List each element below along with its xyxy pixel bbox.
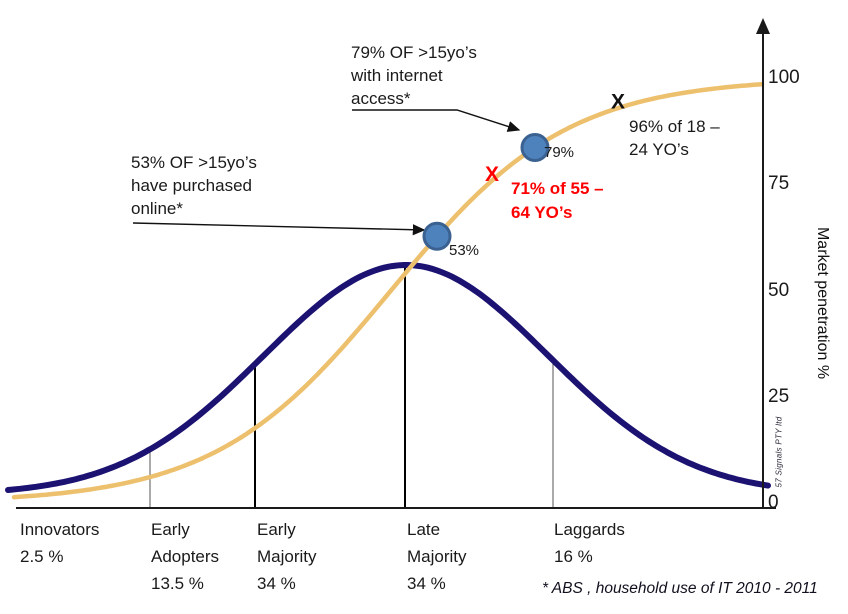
data-dot-dot53 <box>422 221 452 251</box>
data-point-markers: XX <box>422 91 625 251</box>
category-name: Early Majority <box>257 520 317 566</box>
y-tick-label: 100 <box>768 67 800 88</box>
category-name: Innovators <box>20 520 100 539</box>
leader-arrow-internet-access <box>352 109 521 132</box>
axes <box>16 18 776 509</box>
category-share: 16 % <box>554 547 593 566</box>
category-share: 34 % <box>257 574 296 593</box>
category-innovators: Innovators 2.5 % <box>20 516 99 570</box>
s-curve <box>11 81 765 500</box>
annotation-internet-access: 79% OF >15yo’s with internet access* <box>351 43 477 108</box>
source-footnote: * ABS , household use of IT 2010 - 2011 <box>542 580 818 597</box>
annotation-purchased-online: 53% OF >15yo’s have purchased online* <box>131 153 257 218</box>
category-share: 2.5 % <box>20 547 64 566</box>
annotation-age-55-64: 71% of 55 – 64 YO’s <box>511 179 604 222</box>
x-marker-x96: X <box>611 91 625 114</box>
category-share: 13.5 % <box>151 574 204 593</box>
category-name: Late Majority <box>407 520 467 566</box>
y-tick-label: 0 <box>768 492 779 513</box>
category-early-adopters: Early Adopters 13.5 % <box>151 516 219 597</box>
data-dot-dot79 <box>520 133 550 162</box>
category-share: 34 % <box>407 574 446 593</box>
y-tick-label: 50 <box>768 279 790 301</box>
x-marker-x71: X <box>485 163 499 186</box>
y-axis-arrowhead <box>756 18 770 34</box>
bell-curve <box>5 262 771 493</box>
y-axis-title: Market penetration % <box>814 226 831 380</box>
category-name: Laggards <box>554 520 625 539</box>
y-tick-label: 75 <box>768 173 790 195</box>
dot-value-label-dot79: 79% <box>544 144 575 162</box>
y-tick-label: 25 <box>768 385 790 407</box>
segment-dividers <box>149 265 554 508</box>
leader-arrow-purchased-online <box>132 222 426 236</box>
annotation-arrows <box>132 109 521 236</box>
category-late-majority: Late Majority 34 % <box>407 516 467 597</box>
annotation-age-18-24: 96% of 18 – 24 YO’s <box>629 117 720 159</box>
category-early-majority: Early Majority 34 % <box>257 516 317 597</box>
curves <box>5 81 771 500</box>
dot-value-label-dot53: 53% <box>449 242 480 260</box>
category-laggards: Laggards 16 % <box>554 516 625 570</box>
watermark-vertical-text: 57 Signals PTY ltd <box>774 416 784 488</box>
category-name: Early Adopters <box>151 520 220 566</box>
